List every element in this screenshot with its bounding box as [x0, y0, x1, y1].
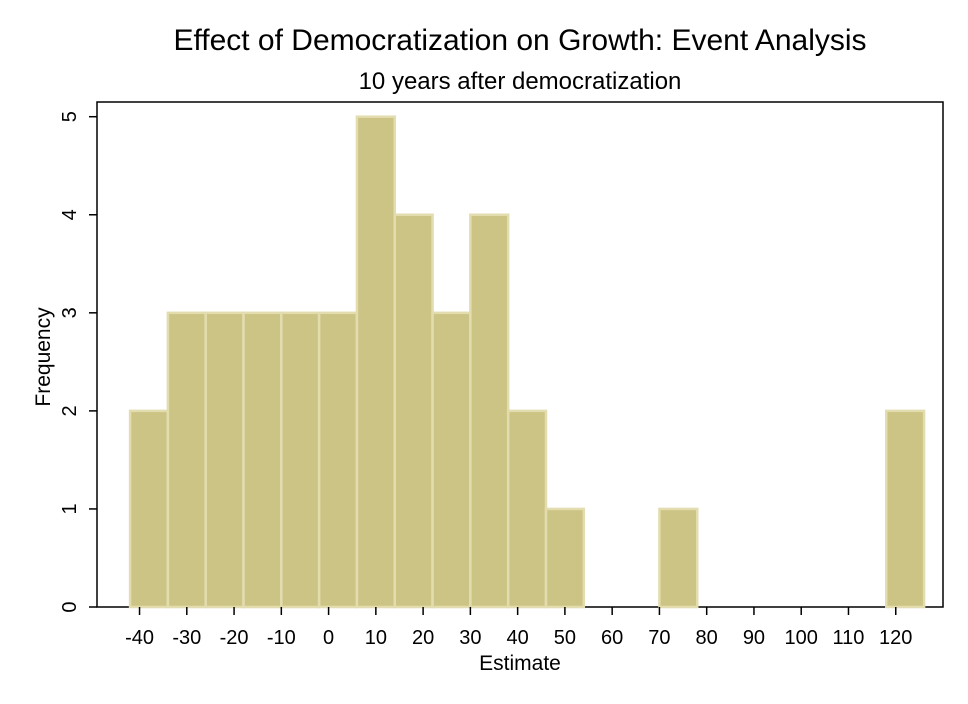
y-axis-title: Frequency: [32, 307, 55, 407]
histogram-bar: [204, 311, 245, 609]
histogram-bar: [317, 311, 359, 609]
histogram-bar: [885, 409, 926, 609]
x-tick-label: 110: [833, 627, 865, 649]
histogram-bar: [166, 311, 207, 609]
x-tick-label: 30: [459, 627, 481, 649]
histogram-bar: [469, 213, 510, 609]
x-tick-label: 0: [323, 627, 334, 649]
y-tick-label: 2: [59, 405, 81, 416]
x-axis-title: Estimate: [479, 652, 561, 675]
x-tick-label: 120: [879, 627, 912, 649]
x-tick-label: 10: [365, 627, 387, 649]
x-tick-label: 70: [648, 627, 670, 649]
y-tick-label: 4: [59, 209, 81, 220]
histogram-bar: [431, 311, 472, 609]
y-tick-label: 5: [59, 111, 81, 122]
y-axis: 0 1 2 3 4 5: [59, 111, 97, 613]
y-tick-label: 0: [59, 601, 81, 612]
x-tick-label: 100: [785, 627, 818, 649]
x-tick-label: 90: [743, 627, 765, 649]
histogram-bar: [544, 507, 586, 609]
x-tick-label: 20: [412, 627, 434, 649]
x-tick-label: 60: [601, 627, 623, 649]
histogram-bar: [506, 409, 548, 609]
histogram-bar: [128, 409, 170, 609]
x-tick-label: -10: [267, 627, 296, 649]
y-tick-label: 1: [59, 503, 81, 514]
chart-subtitle: 10 years after democratization: [358, 68, 682, 95]
x-tick-label: 50: [554, 627, 576, 649]
histogram-bar: [355, 115, 397, 609]
histogram-bar: [242, 311, 283, 609]
x-axis: -40 -30 -20 -10 0 10 20 30 40 50 60 70 80 90 100 110 120: [125, 607, 912, 649]
x-tick-label: -20: [220, 627, 249, 649]
histogram-bar: [280, 311, 321, 609]
x-tick-label: 80: [696, 627, 718, 649]
x-tick-label: -40: [125, 627, 154, 649]
bars-group: [128, 115, 926, 609]
histogram-bar: [658, 507, 699, 609]
x-tick-label: 40: [507, 627, 529, 649]
chart-title: Effect of Democratization on Growth: Eve…: [173, 24, 867, 57]
histogram-bar: [393, 213, 434, 609]
x-tick-label: -30: [172, 627, 201, 649]
y-tick-label: 3: [59, 307, 81, 318]
